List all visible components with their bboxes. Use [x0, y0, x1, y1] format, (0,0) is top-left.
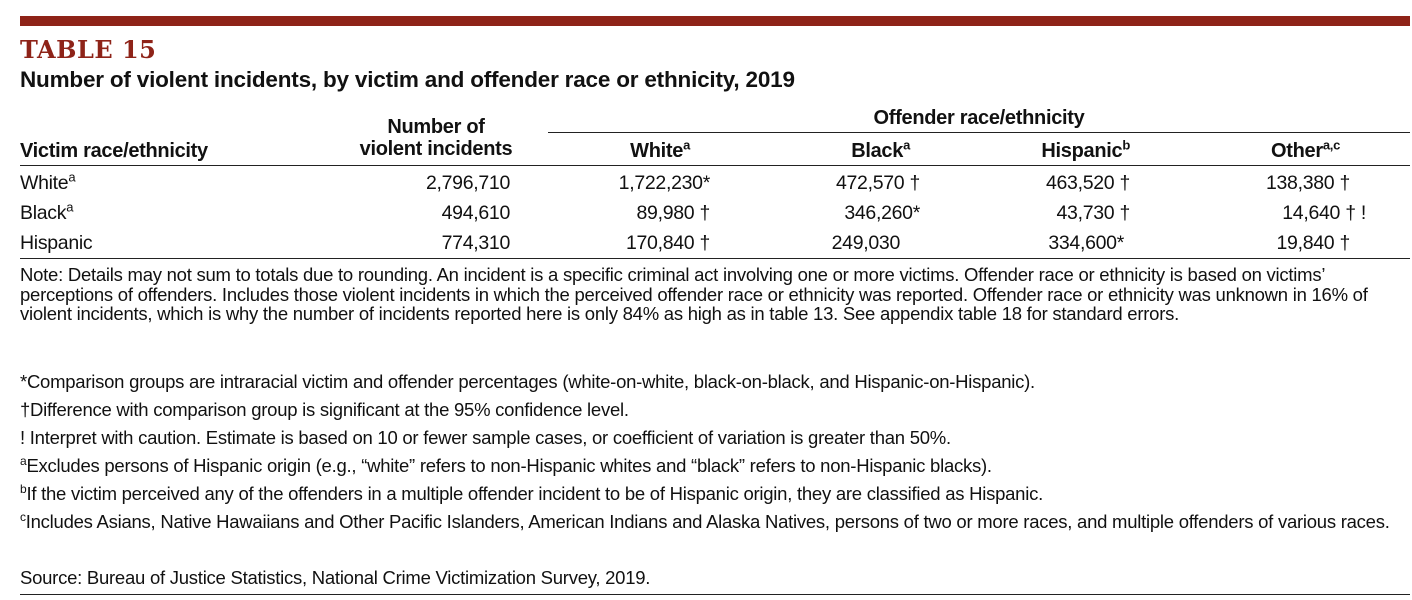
note-a: aExcludes persons of Hispanic origin (e.…	[20, 453, 1400, 476]
cell-offender-hispanic: 463,520 †	[1045, 172, 1130, 194]
cell-incidents: 2,796,710	[425, 172, 510, 194]
cell-offender-other: 19,840 †	[1276, 232, 1350, 254]
cell-offender-white: 1,722,230*	[618, 172, 711, 194]
note-a-text: Excludes persons of Hispanic origin (e.g…	[26, 455, 992, 476]
table-body-rule	[20, 258, 1410, 259]
bottom-rule	[20, 594, 1410, 595]
cell-offender-white: 170,840 †	[625, 232, 710, 254]
row-label-text: White	[20, 172, 69, 194]
note-dagger: †Difference with comparison group is sig…	[20, 399, 629, 420]
row-label-sup: a	[68, 169, 76, 185]
header-black-label: Black	[851, 140, 904, 162]
top-accent-rule	[20, 16, 1410, 26]
table-label: TABLE 15	[20, 35, 157, 64]
note-c-text: Includes Asians, Native Hawaiians and Ot…	[25, 511, 1390, 532]
cell-offender-other: 14,640 † !	[1282, 202, 1366, 224]
header-other-label: Other	[1270, 140, 1323, 162]
row-label: Blacka	[20, 200, 73, 226]
row-label: Hispanic	[20, 230, 93, 256]
header-incidents: Number of violent incidents	[358, 116, 514, 160]
header-victim: Victim race/ethnicity	[20, 140, 208, 162]
note-c-sup: c	[20, 509, 26, 524]
note-a-sup: a	[20, 453, 27, 468]
table-title: Number of violent incidents, by victim a…	[20, 67, 795, 92]
cell-offender-other: 138,380 †	[1265, 172, 1350, 194]
cell-offender-white: 89,980 †	[636, 202, 710, 224]
note-b: bIf the victim perceived any of the offe…	[20, 481, 1400, 504]
cell-incidents: 494,610	[441, 202, 511, 224]
cell-offender-hispanic: 334,600*	[1048, 232, 1124, 254]
header-black-sup: a	[903, 137, 910, 153]
header-offender-black: Blacka	[820, 137, 910, 162]
offender-group-rule	[548, 132, 1410, 133]
note-caution: ! Interpret with caution. Estimate is ba…	[20, 427, 951, 448]
note-source: Source: Bureau of Justice Statistics, Na…	[20, 567, 651, 588]
note-main: Note: Details may not sum to totals due …	[20, 264, 1368, 324]
header-other-sup: a,c	[1322, 137, 1340, 153]
header-white-sup: a	[683, 137, 690, 153]
note-b-sup: b	[20, 481, 27, 496]
header-incidents-line2: violent incidents	[359, 138, 513, 160]
header-offender-white: Whitea	[600, 137, 690, 162]
cell-offender-black: 346,260*	[844, 202, 920, 224]
header-hispanic-label: Hispanic	[1041, 140, 1123, 162]
row-label-sup: a	[66, 199, 74, 215]
row-label: Whitea	[20, 169, 76, 196]
row-label-text: Hispanic	[20, 232, 93, 254]
header-incidents-line1: Number of	[387, 116, 485, 138]
cell-offender-black: 249,030	[831, 232, 901, 254]
header-offender-group: Offender race/ethnicity	[873, 107, 1085, 129]
note-asterisk: *Comparison groups are intraracial victi…	[20, 371, 1035, 392]
note-b-text: If the victim perceived any of the offen…	[26, 483, 1043, 504]
note-c: cIncludes Asians, Native Hawaiians and O…	[20, 509, 1390, 532]
cell-offender-hispanic: 43,730 †	[1056, 202, 1130, 224]
cell-incidents: 774,310	[441, 232, 511, 254]
header-hispanic-sup: b	[1122, 137, 1130, 153]
header-offender-other: Othera,c	[1240, 137, 1340, 162]
header-offender-hispanic: Hispanicb	[1000, 137, 1130, 162]
header-rule	[20, 165, 1410, 166]
row-label-text: Black	[20, 202, 67, 224]
cell-offender-black: 472,570 †	[835, 172, 920, 194]
header-white-label: White	[630, 140, 684, 162]
